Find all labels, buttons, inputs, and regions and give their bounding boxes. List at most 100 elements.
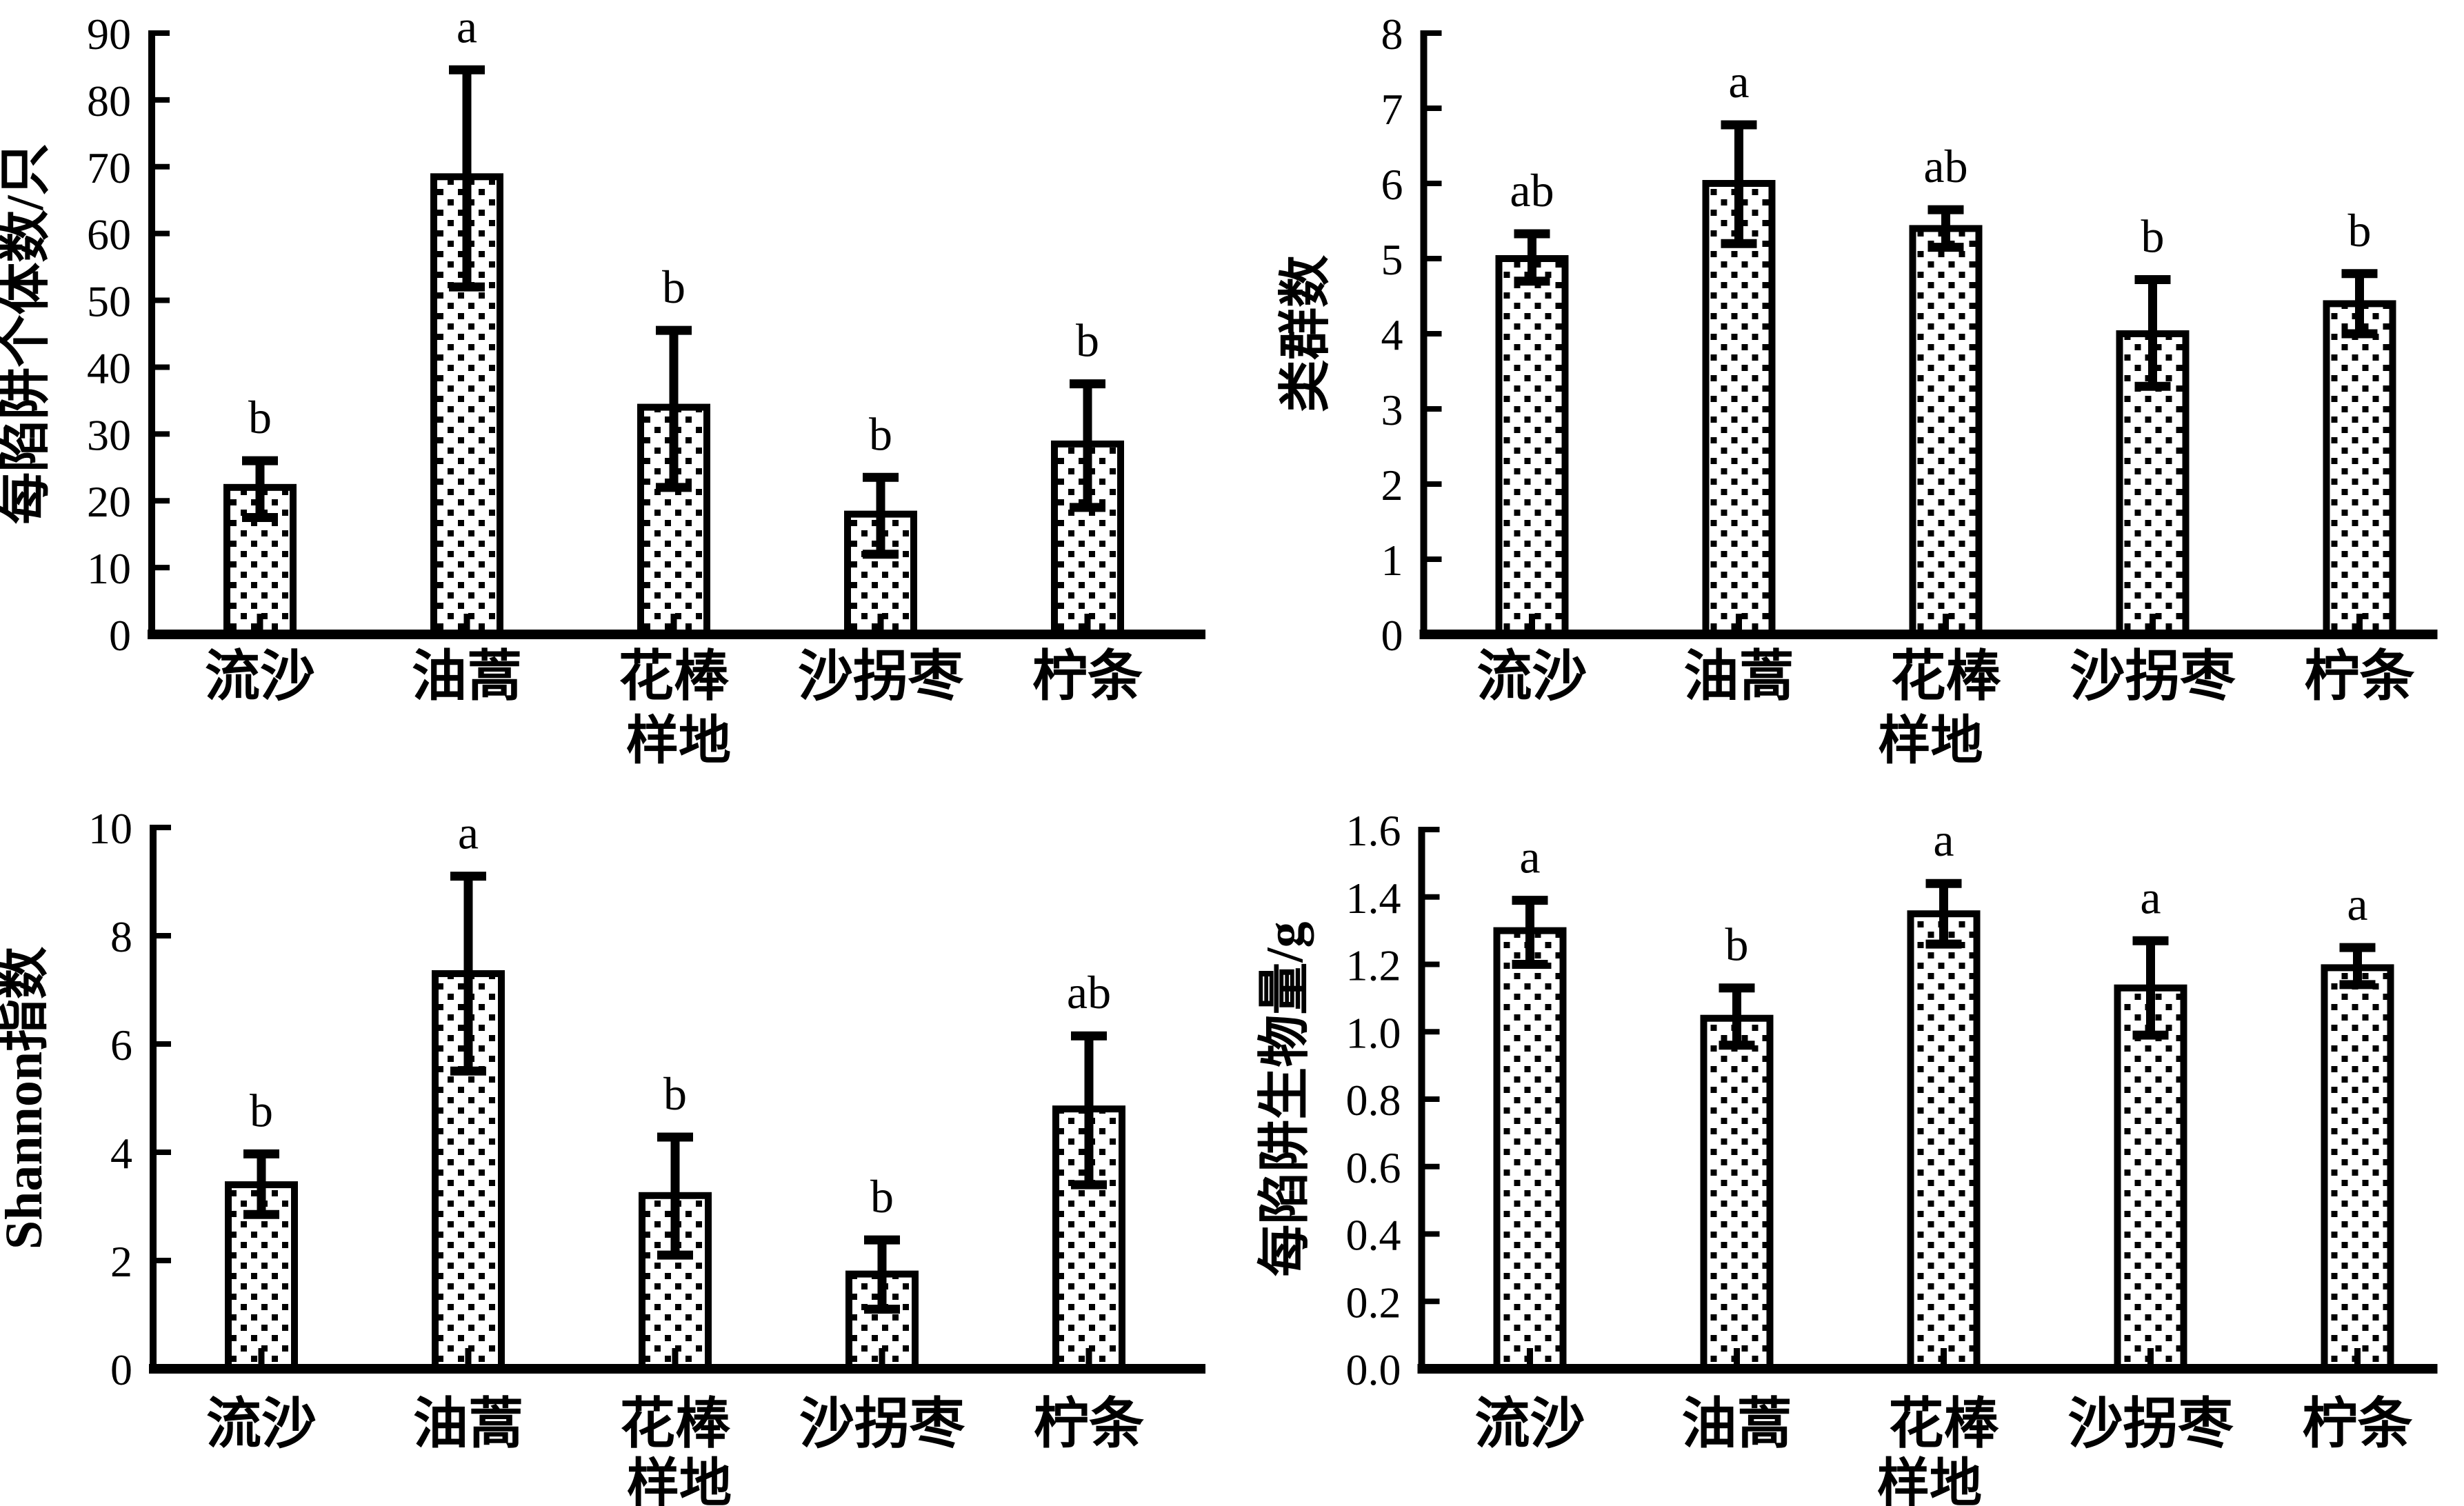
y-tick-label: 0: [110, 1345, 132, 1394]
y-tick-label: 1.4: [1346, 874, 1401, 923]
y-tick-label: 10: [88, 804, 132, 853]
y-tick-label: 0.0: [1346, 1345, 1401, 1394]
chart-panel-top-left: b a b b b 0 10 20 30 40 50 60 70 80 90 流沙 油蒿 花棒 沙拐枣 柠条样地 每陷阱…: [0, 0, 1232, 770]
bar: [2323, 300, 2396, 638]
y-tick-label: 30: [87, 410, 131, 459]
y-tick-label: 1.2: [1346, 941, 1401, 990]
sig-letter: a: [457, 0, 477, 52]
x-axis-title: 样地: [1879, 712, 1983, 770]
y-tick-label: 2: [110, 1237, 132, 1286]
x-axis-title: 样地: [1877, 1455, 1982, 1506]
y-tick-label: 0.6: [1346, 1143, 1401, 1192]
y-tick-label: 0.2: [1346, 1278, 1401, 1327]
sig-letter: b: [663, 1067, 687, 1120]
bar: [1702, 180, 1776, 638]
category-label: 沙拐枣: [2070, 647, 2236, 707]
bar: [1909, 225, 1983, 638]
y-tick-label: 4: [110, 1129, 132, 1178]
y-tick-label: 90: [87, 10, 131, 59]
x-axis-title: 样地: [626, 712, 731, 770]
y-axis-title: 每陷阱个体数/只: [0, 143, 54, 524]
sig-letter: b: [869, 408, 892, 460]
sig-letter: b: [250, 1084, 273, 1136]
y-tick-label: 10: [87, 544, 131, 593]
bar: [2321, 964, 2394, 1372]
sig-letter: b: [1076, 314, 1099, 367]
y-tick-label: 6: [1381, 160, 1403, 209]
bar: [1907, 910, 1981, 1372]
y-tick-label: 8: [1381, 10, 1403, 59]
bar-chart-svg: a b a a a 0.0 0.2 0.4 0.6 0.8 1.0 1.2 1.4 1.6 流沙 油蒿 花棒 沙拐…: [1256, 806, 2438, 1506]
x-axis-title: 样地: [627, 1455, 732, 1506]
sig-letter: a: [1728, 55, 1749, 108]
category-label: 油蒿: [1684, 647, 1794, 707]
y-tick-label: 4: [1381, 310, 1403, 359]
sig-letter: b: [248, 391, 272, 443]
y-tick-label: 70: [87, 143, 131, 192]
sig-letter: ab: [1067, 966, 1111, 1018]
bar: [2114, 984, 2187, 1372]
sig-letter: b: [2348, 204, 2372, 257]
category-label: 柠条: [1032, 647, 1143, 707]
sig-letter: a: [1933, 814, 1954, 866]
category-label: 沙拐枣: [798, 647, 964, 707]
category-label: 柠条: [1034, 1394, 1144, 1455]
category-label: 花棒: [620, 1394, 731, 1455]
sig-letter: b: [1725, 918, 1749, 971]
sig-letter: b: [870, 1170, 894, 1223]
category-label: 柠条: [2305, 647, 2415, 707]
sig-letter: b: [662, 261, 685, 313]
category-label: 油蒿: [1682, 1394, 1792, 1455]
y-tick-label: 0.8: [1346, 1076, 1401, 1125]
category-label: 油蒿: [413, 1394, 523, 1455]
bar: [1493, 927, 1567, 1372]
category-label: 花棒: [1891, 647, 2002, 707]
chart-panel-bottom-right: a b a a a 0.0 0.2 0.4 0.6 0.8 1.0 1.2 1.4 1.6 流沙 油蒿 花棒 沙拐…: [1232, 753, 2464, 1506]
y-axis-title: 类群数: [1277, 255, 1335, 412]
sig-letter: b: [2141, 210, 2165, 263]
y-tick-label: 60: [87, 210, 131, 259]
sig-letter: a: [2347, 878, 2367, 930]
y-tick-label: 8: [110, 912, 132, 961]
category-label: 花棒: [619, 647, 730, 707]
y-tick-label: 2: [1381, 461, 1403, 510]
y-axis-title: 每陷阱生物量/g: [1256, 921, 1314, 1276]
category-label: 流沙: [205, 647, 315, 707]
y-tick-label: 0.4: [1346, 1211, 1401, 1260]
y-tick-label: 80: [87, 77, 131, 126]
category-label: 流沙: [206, 1394, 317, 1455]
y-tick-label: 20: [87, 477, 131, 526]
chart-panel-bottom-left: b a b b ab 0 2 4 6 8 10 流沙 油蒿 花棒 沙拐枣 柠条 样地 Shannon指数: [0, 753, 1232, 1506]
y-tick-label: 0: [109, 611, 131, 660]
sig-letter: ab: [1923, 140, 1967, 192]
y-tick-label: 1: [1381, 536, 1403, 585]
category-label: 花棒: [1889, 1394, 2000, 1455]
y-tick-label: 1.0: [1346, 1008, 1401, 1057]
category-label: 流沙: [1475, 1394, 1585, 1455]
category-label: 沙拐枣: [2068, 1394, 2234, 1455]
category-label: 流沙: [1477, 647, 1587, 707]
category-label: 沙拐枣: [799, 1394, 965, 1455]
y-tick-label: 0: [1381, 611, 1403, 660]
category-label: 油蒿: [412, 647, 522, 707]
y-tick-label: 5: [1381, 235, 1403, 284]
chart-panel-top-right: ab a ab b b 0 1 2 3 4 5 6 7 8 流沙 油蒿 花棒 沙拐枣 柠条样地 类群数: [1232, 0, 2464, 770]
bar: [1495, 255, 1569, 638]
y-tick-label: 40: [87, 343, 131, 392]
sig-letter: a: [1519, 831, 1540, 883]
category-label: 柠条: [2303, 1394, 2413, 1455]
y-tick-label: 7: [1381, 85, 1403, 134]
y-tick-label: 50: [87, 277, 131, 326]
bar: [1700, 1014, 1774, 1372]
y-tick-label: 6: [110, 1021, 132, 1070]
sig-letter: ab: [1510, 164, 1554, 217]
y-axis-title: Shannon指数: [0, 947, 53, 1249]
y-tick-label: 1.6: [1346, 806, 1401, 855]
y-tick-label: 3: [1381, 385, 1403, 434]
sig-letter: a: [2140, 871, 2161, 923]
sig-letter: a: [458, 807, 479, 859]
